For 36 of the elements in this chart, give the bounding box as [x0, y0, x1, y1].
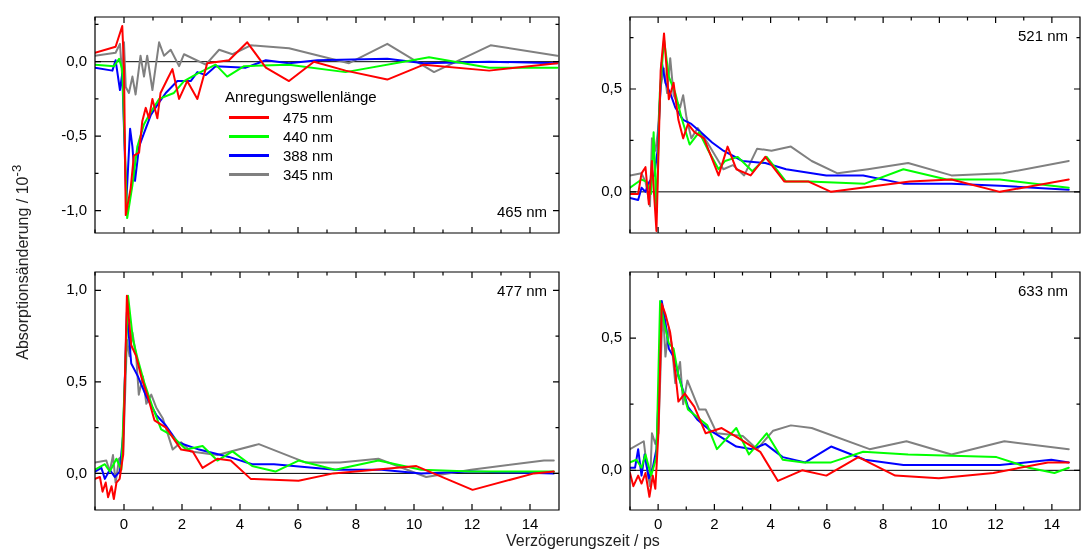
x-tick-label: 4	[235, 515, 245, 533]
x-axis-title: Verzögerungszeit / ps	[506, 532, 660, 550]
x-tick-label: 12	[463, 515, 481, 533]
y-tick-label: 0,0	[601, 460, 622, 478]
legend-label: 475 nm	[282, 109, 333, 127]
legend-label: 345 nm	[282, 166, 333, 184]
x-tick-label: 0	[653, 515, 663, 533]
x-tick-label: 10	[931, 515, 948, 533]
x-tick-label: 2	[177, 515, 187, 533]
x-tick-label: 6	[293, 515, 303, 533]
y-tick-label: 0,0	[66, 51, 87, 69]
y-tick-label: 0,5	[601, 328, 622, 346]
y-tick-label: 0,5	[601, 79, 622, 97]
x-tick-label: 6	[822, 515, 832, 533]
legend-title: Anregungswellenlänge	[224, 88, 377, 106]
y-tick-label: -1,0	[61, 200, 87, 218]
x-tick-label: 14	[1043, 515, 1061, 533]
y-tick-label: 0,0	[66, 463, 87, 481]
annotation: 633 nm	[1018, 282, 1069, 299]
annotation: 477 nm	[497, 282, 548, 299]
legend-label: 388 nm	[282, 147, 333, 165]
x-tick-label: 2	[710, 515, 719, 533]
x-tick-label: 14	[521, 515, 539, 533]
y-tick-label: 1,0	[66, 280, 87, 298]
x-tick-label: 8	[878, 515, 888, 533]
y-tick-label: -0,5	[61, 126, 87, 144]
x-tick-label: 4	[766, 515, 775, 533]
y-tick-label: 0,5	[66, 371, 87, 389]
legend-label: 440 nm	[282, 128, 333, 146]
x-tick-label: 10	[405, 515, 423, 533]
annotation: 465 nm	[497, 203, 548, 220]
annotation: 521 nm	[1018, 27, 1069, 44]
x-tick-label: 8	[351, 515, 361, 533]
x-tick-label: 12	[987, 515, 1004, 533]
y-tick-label: 0,0	[601, 182, 622, 199]
x-tick-label: 0	[119, 515, 129, 533]
